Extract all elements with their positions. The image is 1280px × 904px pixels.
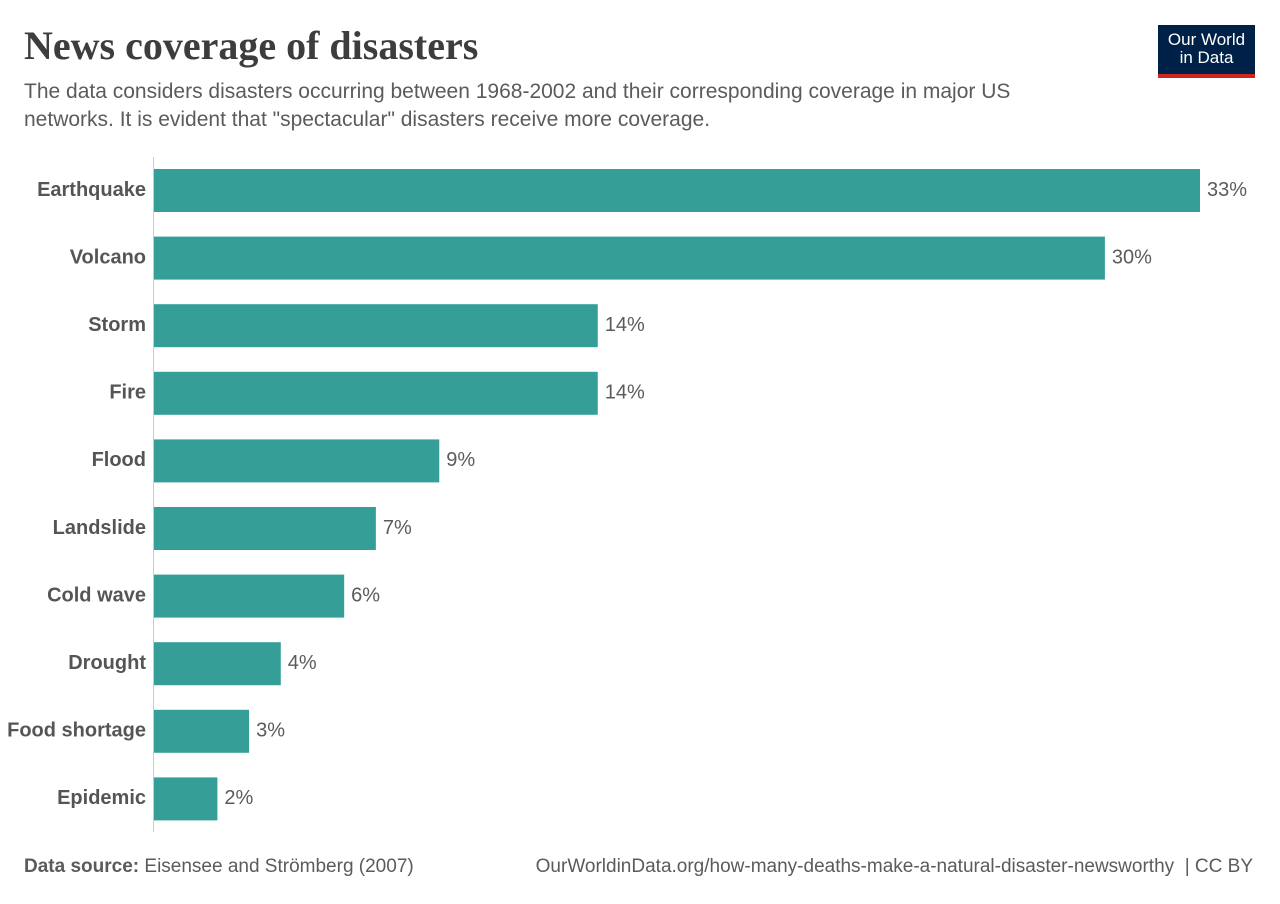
value-label: 3% <box>256 720 285 742</box>
value-label: 33% <box>1207 179 1247 201</box>
value-label: 9% <box>446 449 475 471</box>
value-label: 2% <box>224 787 253 809</box>
bar <box>154 574 345 618</box>
chart-title: News coverage of disasters <box>24 23 479 68</box>
bar <box>154 777 218 821</box>
value-label: 14% <box>605 314 645 336</box>
bar <box>154 507 376 550</box>
logo-text: in Data <box>1179 48 1234 67</box>
bar <box>154 304 598 348</box>
logo[interactable]: Our World in Data <box>1158 25 1255 78</box>
license: | CC BY <box>1184 856 1253 877</box>
logo-text: Our World <box>1167 30 1246 49</box>
value-label: 6% <box>351 584 380 606</box>
bar <box>154 169 1200 212</box>
value-label: 14% <box>605 382 645 404</box>
category-label: Earthquake <box>37 179 146 201</box>
category-label: Flood <box>92 449 146 471</box>
category-label: Food shortage <box>7 720 146 742</box>
value-label: 7% <box>383 517 412 539</box>
bar <box>154 371 598 415</box>
category-label: Landslide <box>53 517 146 539</box>
value-label: 4% <box>288 652 317 674</box>
url: OurWorldinData.org/how-many-deaths-make-… <box>536 856 1253 878</box>
bar <box>154 439 440 483</box>
source-label: Data source: <box>24 856 140 877</box>
category-label: Storm <box>88 314 146 336</box>
category-label: Fire <box>109 382 146 404</box>
category-label: Volcano <box>70 246 146 268</box>
bar <box>154 642 281 686</box>
footer: Data source: Eisensee and Strömberg (200… <box>24 856 1253 878</box>
source-text: Eisensee and Strömberg (2007) <box>144 856 414 877</box>
bar <box>154 709 250 753</box>
source: Data source: Eisensee and Strömberg (200… <box>24 856 414 878</box>
category-label: Drought <box>68 652 146 674</box>
value-label: 30% <box>1112 246 1152 268</box>
chart-subtitle: The data considers disasters occurring b… <box>24 80 1011 131</box>
category-label: Epidemic <box>57 787 146 809</box>
bar <box>154 236 1105 280</box>
url-link[interactable]: OurWorldinData.org/how-many-deaths-make-… <box>535 856 1175 877</box>
chart: Earthquake 33% Volcano 30% Storm 14% Fire 14% Fl… <box>7 157 1247 832</box>
category-label: Cold wave <box>47 584 146 606</box>
